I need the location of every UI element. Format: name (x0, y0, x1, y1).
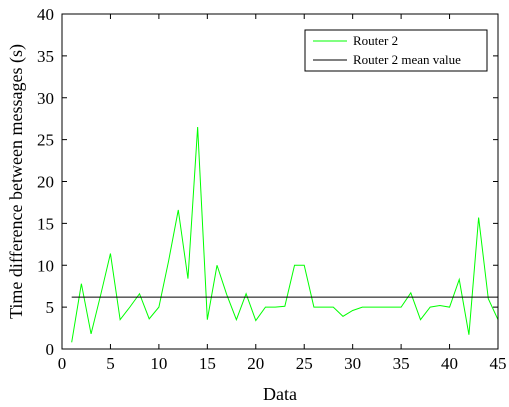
x-tick-label: 40 (441, 354, 458, 373)
axis-ticks: 0 5 10 15 20 25 30 35 40 45 0 5 10 15 20 25 30 35 40 (37, 5, 507, 373)
y-tick-label: 5 (46, 298, 55, 317)
y-tick-label: 10 (37, 256, 54, 275)
x-tick-label: 10 (150, 354, 167, 373)
y-tick-label: 25 (37, 131, 54, 150)
y-tick-label: 0 (46, 340, 55, 359)
x-tick-label: 25 (296, 354, 313, 373)
y-tick-label: 15 (37, 214, 54, 233)
x-tick-label: 15 (199, 354, 216, 373)
x-tick-label: 35 (393, 354, 410, 373)
series-line-router-2 (71, 127, 499, 343)
x-tick-label: 30 (344, 354, 361, 373)
legend-label-router-2-mean: Router 2 mean value (353, 52, 461, 67)
x-tick-label: 0 (58, 354, 67, 373)
legend-label-router-2: Router 2 (353, 33, 398, 48)
plot-lines (71, 127, 499, 343)
y-axis-label: Time difference between messages (s) (6, 44, 27, 319)
x-tick-label: 45 (490, 354, 507, 373)
y-tick-label: 20 (37, 173, 54, 192)
y-tick-label: 35 (37, 47, 54, 66)
x-axis-label: Data (263, 384, 297, 404)
y-tick-label: 30 (37, 89, 54, 108)
legend: Router 2 Router 2 mean value (304, 29, 488, 72)
x-tick-label: 20 (247, 354, 264, 373)
x-tick-label: 5 (106, 354, 115, 373)
legend-box (304, 29, 488, 72)
y-tick-label: 40 (37, 5, 54, 24)
